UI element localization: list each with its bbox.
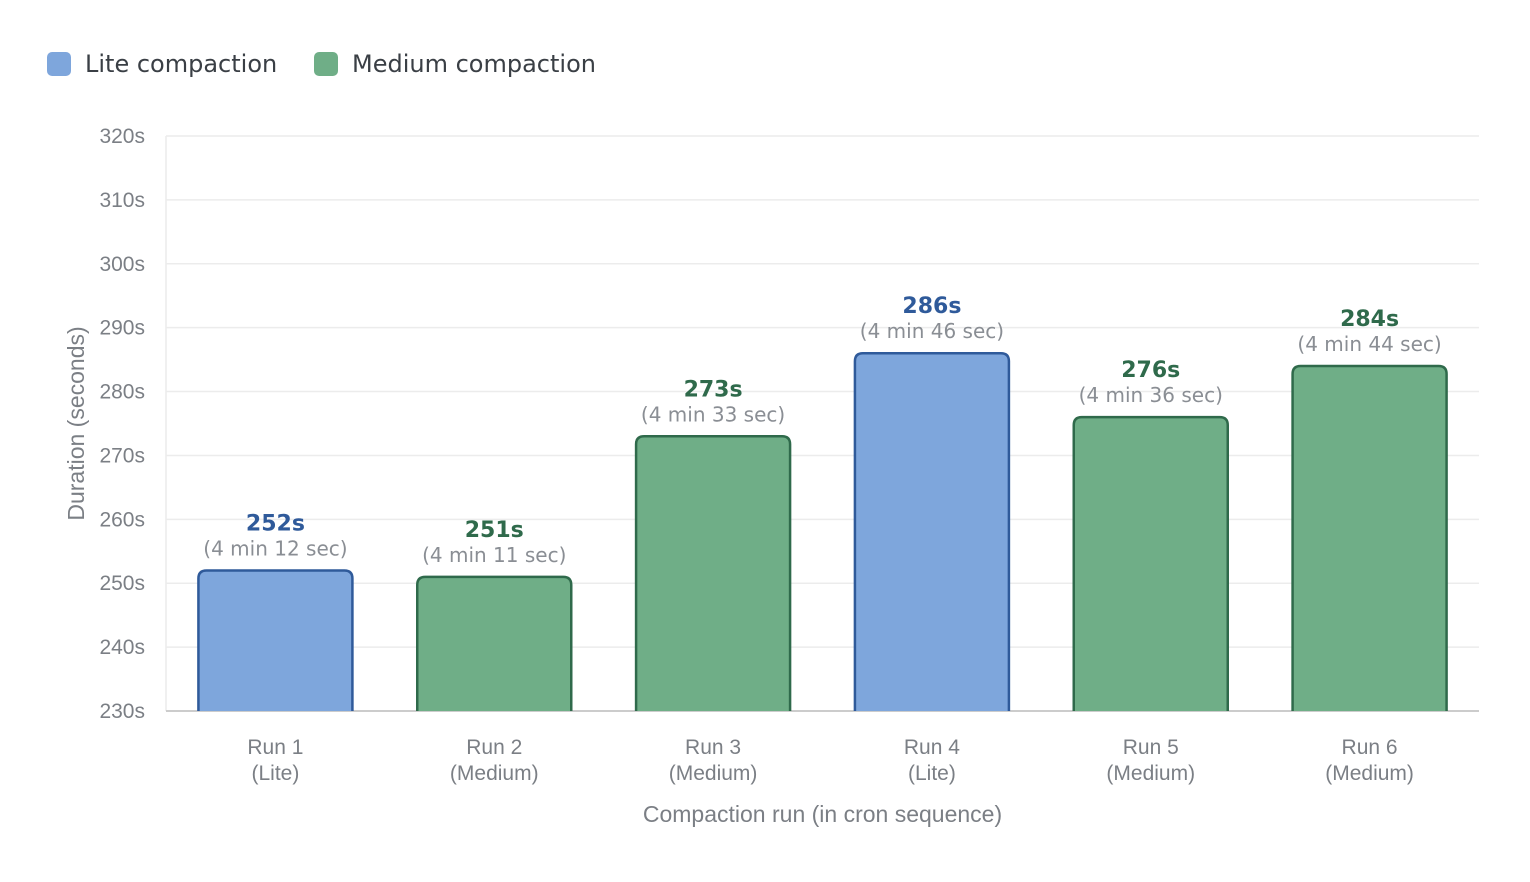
bar-outline-run-2	[416, 575, 573, 711]
x-tick-sublabel-run-2: (Medium)	[450, 762, 539, 785]
duration-label-run-3: (4 min 33 sec)	[641, 402, 785, 426]
value-label-run-1: 252s	[246, 511, 305, 536]
value-label-run-3: 273s	[684, 377, 743, 402]
bar-fill-run-5	[1073, 417, 1228, 711]
bar-outline-run-1	[197, 569, 354, 711]
value-label-run-2: 251s	[465, 518, 524, 543]
legend: Lite compaction Medium compaction	[47, 50, 596, 78]
y-tick-label: 240s	[99, 636, 145, 659]
value-label-run-6: 284s	[1340, 307, 1399, 332]
value-labels: 252s(4 min 12 sec) 251s(4 min 11 sec) 273s…	[203, 294, 1441, 567]
y-tick-label: 290s	[99, 317, 145, 340]
y-tick-label: 300s	[99, 253, 145, 276]
legend-swatch-lite	[47, 52, 71, 76]
legend-item-medium[interactable]: Medium compaction	[314, 50, 596, 78]
x-axis-labels: Run 1 (Lite) Run 2 (Medium) Run 3 (Medium) Run…	[247, 736, 1414, 785]
x-tick-sublabel-run-1: (Lite)	[251, 762, 299, 785]
value-label-run-5: 276s	[1121, 358, 1180, 383]
x-tick-label-run-5: Run 5	[1123, 736, 1179, 759]
bar-outline-run-4	[853, 351, 1011, 711]
y-tick-label: 250s	[99, 572, 145, 595]
gridlines	[166, 135, 1479, 648]
x-tick-label-run-2: Run 2	[466, 736, 522, 759]
x-tick-sublabel-run-6: (Medium)	[1325, 762, 1414, 785]
x-tick-label-run-3: Run 3	[685, 736, 741, 759]
y-axis-title: Duration (seconds)	[63, 326, 89, 520]
bar-fill-run-1	[198, 570, 353, 711]
x-axis-title: Compaction run (in cron sequence)	[643, 801, 1002, 827]
duration-label-run-2: (4 min 11 sec)	[422, 543, 566, 567]
legend-label-lite: Lite compaction	[85, 50, 277, 78]
legend-swatch-medium	[314, 52, 338, 76]
x-tick-label-run-6: Run 6	[1342, 736, 1398, 759]
bars	[197, 351, 1448, 711]
x-tick-sublabel-run-4: (Lite)	[908, 762, 956, 785]
bar-fill-run-4	[854, 353, 1009, 711]
y-tick-label: 270s	[99, 444, 145, 467]
x-tick-label-run-1: Run 1	[247, 736, 303, 759]
x-tick-sublabel-run-5: (Medium)	[1106, 762, 1195, 785]
y-tick-label: 230s	[99, 700, 145, 723]
bar-outline-run-3	[634, 435, 792, 711]
x-tick-label-run-4: Run 4	[904, 736, 960, 759]
bar-fill-run-2	[417, 576, 572, 711]
duration-label-run-6: (4 min 44 sec)	[1297, 332, 1441, 356]
duration-label-run-4: (4 min 46 sec)	[860, 319, 1004, 343]
y-axis-ticks: 230s 240s 250s 260s 270s 280s 290s 300s 310s 320s	[99, 125, 145, 723]
y-tick-label: 310s	[99, 189, 145, 212]
bar-fill-run-6	[1292, 366, 1447, 711]
x-tick-sublabel-run-3: (Medium)	[669, 762, 758, 785]
value-label-run-4: 286s	[902, 294, 961, 319]
y-tick-label: 320s	[99, 125, 145, 148]
bar-outline-run-5	[1072, 415, 1229, 711]
duration-label-run-1: (4 min 12 sec)	[203, 536, 347, 560]
bar-fill-run-3	[636, 436, 791, 711]
bar-outline-run-6	[1291, 364, 1448, 711]
legend-label-medium: Medium compaction	[352, 50, 596, 78]
y-tick-label: 280s	[99, 381, 145, 404]
legend-item-lite[interactable]: Lite compaction	[47, 50, 277, 78]
duration-label-run-5: (4 min 36 sec)	[1079, 383, 1223, 407]
y-tick-label: 260s	[99, 508, 145, 531]
